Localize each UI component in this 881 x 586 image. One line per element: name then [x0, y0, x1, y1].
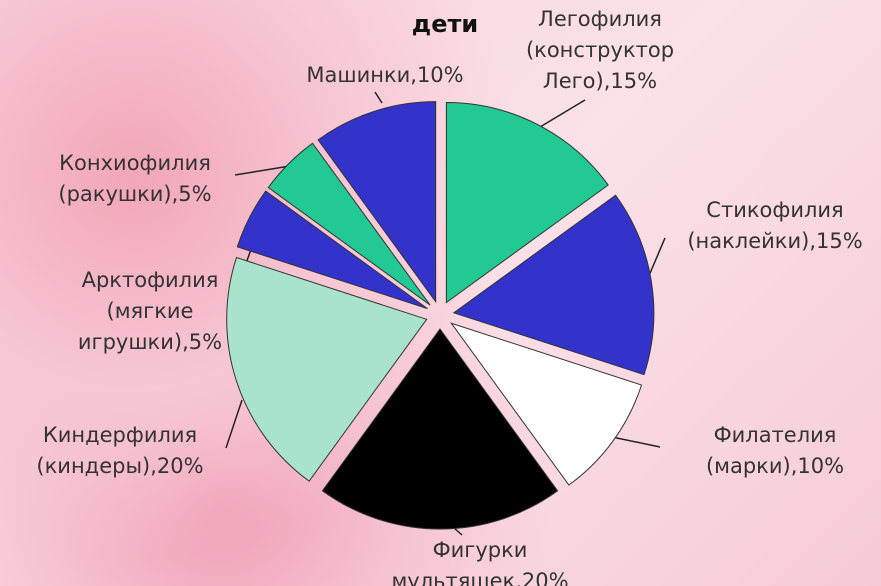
data-label: Стикофилия (наклейки),15%: [675, 195, 875, 257]
data-label: Арктофилия (мягкие игрушки),5%: [55, 265, 245, 358]
data-label: Фигурки мультяшек,20%: [350, 535, 610, 586]
chart: дети Легофилия (конструктор Лего),15% Сти…: [0, 0, 881, 586]
data-label: Филателия (марки),10%: [680, 420, 870, 482]
data-label: Киндерфилия (киндеры),20%: [5, 420, 235, 482]
data-label: Конхиофилия (ракушки),5%: [25, 148, 245, 210]
chart-title: дети: [412, 10, 478, 38]
slices: [227, 102, 654, 529]
data-label: Легофилия (конструктор Лего),15%: [505, 4, 695, 97]
data-label: Машинки,10%: [255, 60, 515, 91]
